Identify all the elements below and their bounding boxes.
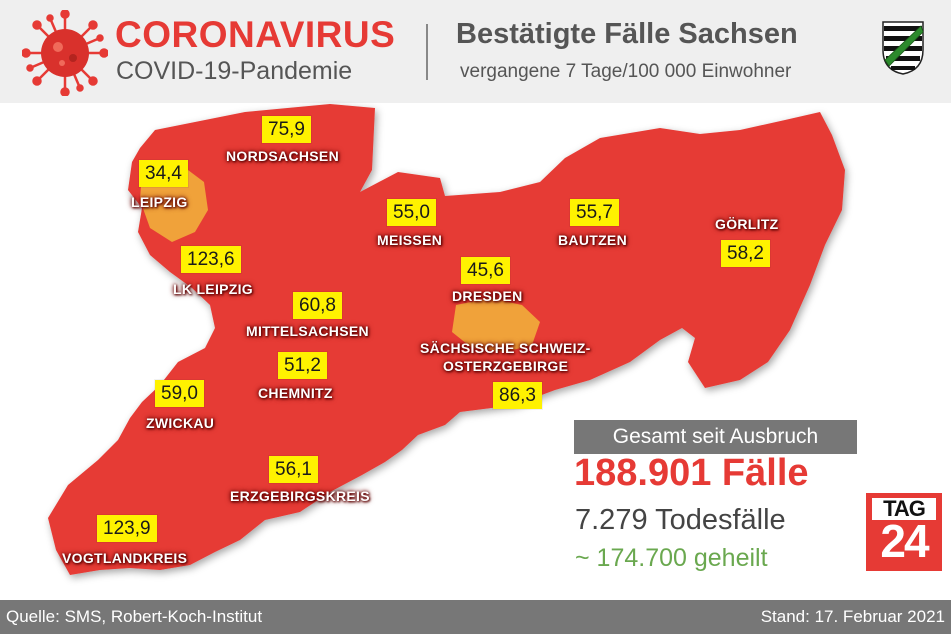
page-title: CORONAVIRUS <box>115 14 396 55</box>
leipzig-label: LEIPZIG <box>131 194 188 210</box>
coronavirus-icon <box>22 10 108 96</box>
saechsische-schweiz-label: SÄCHSISCHE SCHWEIZ- <box>420 340 591 356</box>
header-divider <box>426 24 428 80</box>
meissen-label: MEISSEN <box>377 232 443 248</box>
chemnitz-label: CHEMNITZ <box>258 385 333 401</box>
dresden-value: 45,6 <box>461 257 510 284</box>
goerlitz-label: GÖRLITZ <box>715 216 779 232</box>
meissen-value: 55,0 <box>387 199 436 226</box>
header-bar: CORONAVIRUS COVID-19-Pandemie Bestätigte… <box>0 0 951 103</box>
source-text: Quelle: SMS, Robert-Koch-Institut <box>6 607 263 626</box>
zwickau-value: 59,0 <box>155 380 204 407</box>
footer-bar: Quelle: SMS, Robert-Koch-Institut Stand:… <box>0 600 951 634</box>
bautzen-value: 55,7 <box>570 199 619 226</box>
saxony-map <box>48 104 845 575</box>
saxony-state-shape <box>48 104 845 575</box>
dresden-label: DRESDEN <box>452 288 523 304</box>
erzgebirgskreis-label: ERZGEBIRGSKREIS <box>230 488 370 504</box>
leipzig-value: 34,4 <box>139 160 188 187</box>
mittelsachsen-label: MITTELSACHSEN <box>246 323 369 339</box>
lk-leipzig-label: LK LEIPZIG <box>173 281 253 297</box>
vogtlandkreis-value: 123,9 <box>97 515 157 542</box>
section-subheading: vergangene 7 Tage/100 000 Einwohner <box>460 61 792 82</box>
nordsachsen-label: NORDSACHSEN <box>226 148 339 164</box>
bautzen-label: BAUTZEN <box>558 232 627 248</box>
total-since-outbreak-label: Gesamt seit Ausbruch <box>574 420 857 454</box>
mittelsachsen-value: 60,8 <box>293 292 342 319</box>
osterzgebirge-label: OSTERZGEBIRGE <box>443 358 569 374</box>
total-cases: 188.901 Fälle <box>574 452 809 494</box>
total-recovered: ~ 174.700 geheilt <box>575 544 768 572</box>
tag24-logo-text: TAG <box>872 498 936 520</box>
saechsische-schweiz-value: 86,3 <box>493 382 542 409</box>
saxony-coat-of-arms-icon <box>882 21 924 75</box>
date-text: Stand: 17. Februar 2021 <box>760 607 945 626</box>
zwickau-label: ZWICKAU <box>146 415 215 431</box>
erzgebirgskreis-value: 56,1 <box>269 456 318 483</box>
vogtlandkreis-label: VOGTLANDKREIS <box>62 550 188 566</box>
chemnitz-value: 51,2 <box>278 352 327 379</box>
tag24-logo-number: 24 <box>880 515 929 567</box>
dresden-city-area <box>452 298 540 352</box>
tag24-logo: TAG 24 <box>866 493 942 571</box>
nordsachsen-value: 75,9 <box>262 116 311 143</box>
total-deaths: 7.279 Todesfälle <box>575 504 786 536</box>
lk-leipzig-value: 123,6 <box>181 246 241 273</box>
page-subtitle: COVID-19-Pandemie <box>116 57 353 85</box>
goerlitz-value: 58,2 <box>721 240 770 267</box>
section-heading: Bestätigte Fälle Sachsen <box>456 18 798 50</box>
